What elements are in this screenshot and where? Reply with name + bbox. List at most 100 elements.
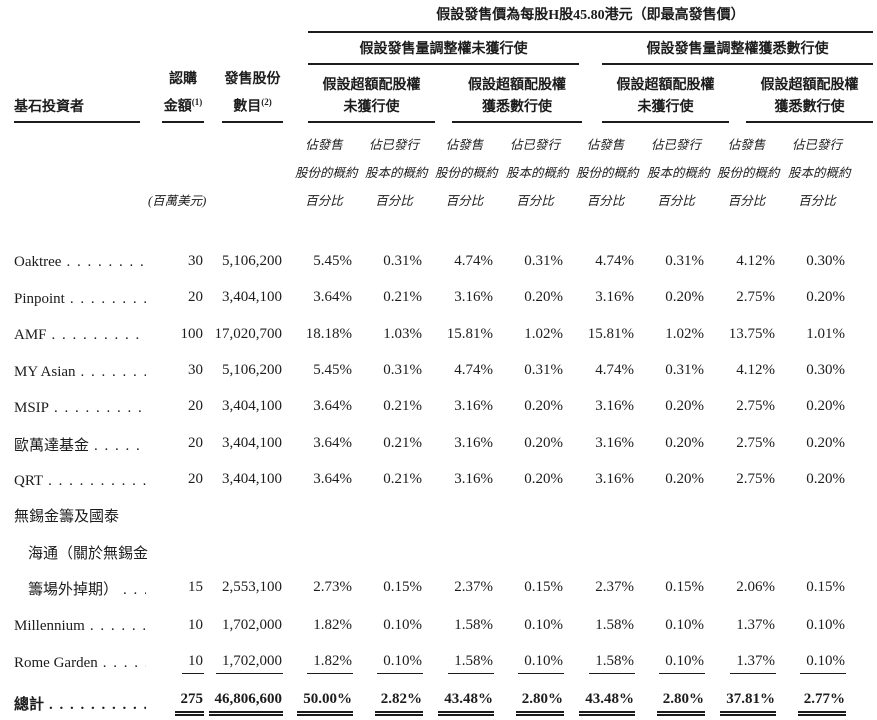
pct-issued-capital-header-4: 佔已發行 股本的概約 百分比	[788, 137, 851, 208]
header-row-offer-adjustment: 假設發售量調整權未獲行使 假設發售量調整權獲悉數行使	[14, 40, 873, 65]
value-cell: 0.20%	[806, 289, 845, 306]
note-ref-2: (2)	[261, 97, 272, 107]
investor-name: Pinpoint	[14, 291, 148, 308]
value-cell: 3,404,100	[222, 398, 282, 415]
value-cell: 0.10%	[776, 653, 846, 674]
value-cell: 20	[188, 434, 203, 451]
total-label: 總計	[14, 696, 45, 713]
value-cell: 2.75%	[736, 471, 775, 488]
investor-column-header: 基石投資者	[14, 97, 140, 123]
value-cell: 0.20%	[524, 398, 563, 415]
value-cell: 3.16%	[454, 471, 493, 488]
value-cell: 0.20%	[806, 434, 845, 451]
table-row: 歐萬達基金 20 3,404,100 3.64% 0.21% 3.16% 0.20% 3.16…	[14, 427, 846, 463]
investor-rows: Oaktree 30 5,106,200 5.45% 0.31% 4.74% 0.31% 4.…	[14, 245, 846, 682]
value-cell: 5.45%	[313, 252, 352, 269]
value-cell: 100	[180, 325, 204, 342]
value-cell: 0.15%	[524, 579, 563, 596]
dot-leader	[103, 655, 146, 672]
value-cell: 0.15%	[383, 579, 422, 596]
value-cell: 1.37%	[705, 653, 776, 674]
value-cell: 0.31%	[665, 362, 704, 379]
value-cell: 0.30%	[806, 362, 845, 379]
value-cell: 20	[188, 289, 203, 306]
table-row: QRT 20 3,404,100 3.64% 0.21% 3.16% 0.20% 3.16% 0…	[14, 463, 846, 499]
value-cell: 1.02%	[524, 325, 563, 342]
total-value-cell: 275	[148, 691, 204, 716]
investor-name: Oaktree	[14, 254, 148, 271]
value-cell: 0.31%	[665, 252, 704, 269]
value-cell: 1.82%	[313, 616, 352, 633]
value-cell: 17,020,700	[214, 325, 283, 342]
total-value-cell: 43.48%	[423, 691, 494, 716]
value-cell: 0.20%	[665, 471, 704, 488]
value-cell: 0.30%	[806, 252, 845, 269]
header-row-percentages: (百萬美元) 佔發售 股份的概約 百分比 佔已發行 股本的概約 百分比 佔發售 股份的概約…	[14, 131, 851, 215]
value-cell: 4.74%	[595, 362, 634, 379]
value-cell: 18.18%	[305, 325, 352, 342]
value-cell: 0.21%	[383, 434, 422, 451]
dot-leader	[54, 400, 146, 417]
value-cell: 0.10%	[635, 653, 705, 674]
value-cell: 1.37%	[736, 616, 775, 633]
value-cell: 0.31%	[524, 252, 563, 269]
value-cell: 0.31%	[524, 362, 563, 379]
value-cell: 3.64%	[313, 289, 352, 306]
investor-name: 無錫金籌及國泰 海通（關於無錫金 籌場外掉期）	[14, 499, 148, 608]
value-cell: 3.16%	[595, 471, 634, 488]
header-row-overallotment: 基石投資者 認購 金額(1) 發售股份 數目(2) 假設超額配股權 未獲行使 假…	[14, 69, 873, 123]
value-cell: 0.31%	[383, 362, 422, 379]
investor-name: Millennium	[14, 618, 148, 635]
value-cell: 3.16%	[595, 289, 634, 306]
value-cell: 20	[188, 398, 203, 415]
overallotment-exercised-header-1: 假設超額配股權 獲悉數行使	[452, 75, 582, 123]
total-value-cell: 46,806,600	[204, 691, 283, 716]
value-cell: 3.64%	[313, 398, 352, 415]
pct-offer-shares-header-4: 佔發售 股份的概約 百分比	[717, 137, 780, 208]
dot-leader	[94, 438, 146, 455]
pct-offer-shares-header-2: 佔發售 股份的概約 百分比	[435, 137, 498, 208]
value-cell: 1.58%	[564, 653, 635, 674]
dot-leader	[123, 572, 146, 608]
value-cell: 3.16%	[454, 434, 493, 451]
value-cell: 5,106,200	[222, 362, 282, 379]
value-cell: 2.37%	[595, 579, 634, 596]
pct-issued-capital-header-3: 佔已發行 股本的概約 百分比	[647, 137, 710, 208]
offer-shares-column-header: 發售股份 數目(2)	[222, 69, 283, 123]
price-assumption-header: 假設發售價為每股H股45.80港元（即最高發售價）	[308, 6, 873, 33]
value-cell: 13.75%	[728, 325, 775, 342]
value-cell: 0.20%	[665, 434, 704, 451]
value-cell: 0.20%	[665, 398, 704, 415]
value-cell: 5,106,200	[222, 252, 282, 269]
overallotment-exercised-header-2: 假設超額配股權 獲悉數行使	[746, 75, 873, 123]
subscription-amount-column-header: 認購 金額(1)	[162, 69, 204, 123]
table-row: Oaktree 30 5,106,200 5.45% 0.31% 4.74% 0.31% 4.…	[14, 245, 846, 281]
value-cell: 10	[188, 616, 203, 633]
value-cell: 4.12%	[736, 362, 775, 379]
value-cell: 3.64%	[313, 434, 352, 451]
value-cell: 2.75%	[736, 398, 775, 415]
value-cell: 0.21%	[383, 471, 422, 488]
value-cell: 30	[188, 362, 203, 379]
value-cell: 2.75%	[736, 289, 775, 306]
value-cell: 1,702,000	[204, 653, 283, 674]
value-cell: 0.10%	[353, 653, 423, 674]
value-cell: 3.16%	[595, 398, 634, 415]
offer-adjustment-exercised-header: 假設發售量調整權獲悉數行使	[602, 40, 873, 65]
value-cell: 5.45%	[313, 362, 352, 379]
value-cell: 3.64%	[313, 471, 352, 488]
value-cell: 4.74%	[595, 252, 634, 269]
header-row-price-assumption: 假設發售價為每股H股45.80港元（即最高發售價）	[14, 6, 873, 33]
value-cell: 4.12%	[736, 252, 775, 269]
table-row: MSIP 20 3,404,100 3.64% 0.21% 3.16% 0.20% 3.16%…	[14, 390, 846, 426]
value-cell: 0.21%	[383, 289, 422, 306]
value-cell: 1.58%	[423, 653, 494, 674]
dot-leader	[52, 327, 146, 344]
offer-adjustment-not-exercised-header: 假設發售量調整權未獲行使	[308, 40, 579, 65]
value-cell: 0.10%	[524, 616, 563, 633]
value-cell: 2.73%	[313, 579, 352, 596]
pct-offer-shares-header-3: 佔發售 股份的概約 百分比	[576, 137, 639, 208]
total-value-cell: 2.82%	[353, 691, 423, 716]
value-cell: 15	[188, 579, 203, 596]
